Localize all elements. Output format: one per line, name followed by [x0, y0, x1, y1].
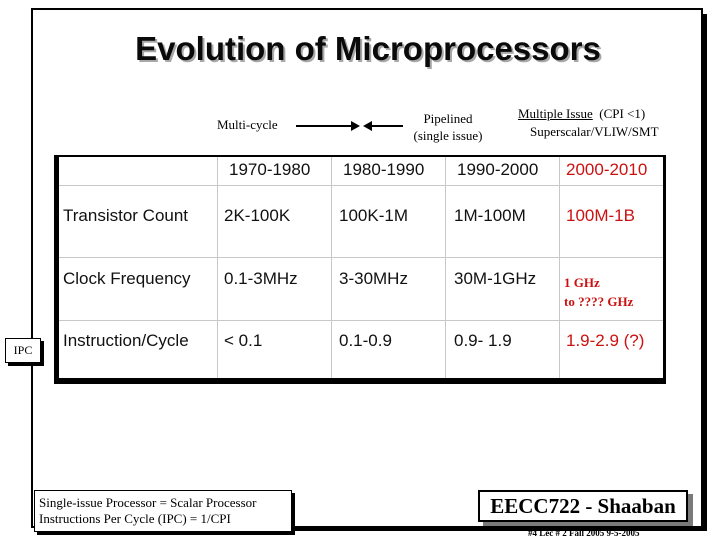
cell-transistor-2000: 100M-1B — [566, 206, 635, 225]
pipelined-label: Pipelined (single issue) — [408, 110, 488, 144]
cell-clock-1990: 30M-1GHz — [454, 269, 537, 288]
cell-ipc-1990: 0.9- 1.9 — [454, 331, 512, 350]
cpi-note: (CPI <1) — [599, 106, 646, 121]
cell-ipc-2000: 1.9-2.9 (?) — [566, 331, 645, 350]
col-divider — [559, 157, 560, 378]
cell-clock-2000: 1 GHz — [564, 275, 600, 290]
multicycle-label: Multi-cycle — [217, 117, 278, 132]
row-label-instruction-cycle: Instruction/Cycle — [63, 331, 189, 350]
cell-ipc-1970: < 0.1 — [224, 331, 263, 350]
header-1980-1990: 1980-1990 — [343, 160, 425, 179]
arrow-left — [363, 121, 403, 131]
header-2000-2010: 2000-2010 — [566, 160, 648, 179]
frame-shadow-bottom — [37, 526, 707, 531]
cell-transistor-1970: 2K-100K — [224, 206, 291, 225]
cell-clock-2000-extra: to ???? GHz — [564, 294, 634, 309]
cell-clock-1980: 3-30MHz — [339, 269, 408, 288]
header-1990-2000: 1990-2000 — [457, 160, 539, 179]
cell-transistor-1990: 1M-100M — [454, 206, 526, 225]
cell-clock-1970: 0.1-3MHz — [224, 269, 298, 288]
multiple-issue-text: Multiple Issue — [518, 106, 593, 121]
pipelined-line1: Pipelined — [423, 111, 473, 126]
row-divider — [59, 320, 663, 321]
col-divider — [445, 157, 446, 378]
row-label-clock-frequency: Clock Frequency — [63, 269, 191, 288]
evolution-table: 1970-1980 1980-1990 1990-2000 2000-2010 … — [54, 155, 666, 384]
col-divider — [217, 157, 218, 378]
footnote-line1: Single-issue Processor = Scalar Processo… — [39, 495, 257, 510]
col-divider — [331, 157, 332, 378]
row-divider — [59, 257, 663, 258]
pipelined-line2: (single issue) — [413, 128, 483, 143]
footnote-box: Single-issue Processor = Scalar Processo… — [34, 490, 292, 532]
frame-shadow-right — [701, 14, 707, 531]
course-brand: EECC722 - Shaaban — [478, 490, 688, 522]
multiple-issue-label: Multiple Issue (CPI <1) — [518, 106, 645, 122]
slide-title: Evolution of Microprocessors — [135, 30, 601, 67]
cell-ipc-1980: 0.1-0.9 — [339, 331, 392, 350]
footnote-line2: Instructions Per Cycle (IPC) = 1/CPI — [39, 511, 231, 526]
superscalar-label: Superscalar/VLIW/SMT — [530, 124, 659, 139]
header-1970-1980: 1970-1980 — [229, 160, 311, 179]
row-label-transistor-count: Transistor Count — [63, 206, 189, 225]
row-divider — [59, 185, 663, 186]
ipc-label: IPC — [5, 338, 41, 363]
arrow-right — [296, 121, 360, 131]
page-footer: #4 Lec # 2 Fall 2005 9-5-2005 — [528, 528, 640, 538]
cell-transistor-1980: 100K-1M — [339, 206, 408, 225]
table-body: 1970-1980 1980-1990 1990-2000 2000-2010 … — [59, 157, 663, 378]
